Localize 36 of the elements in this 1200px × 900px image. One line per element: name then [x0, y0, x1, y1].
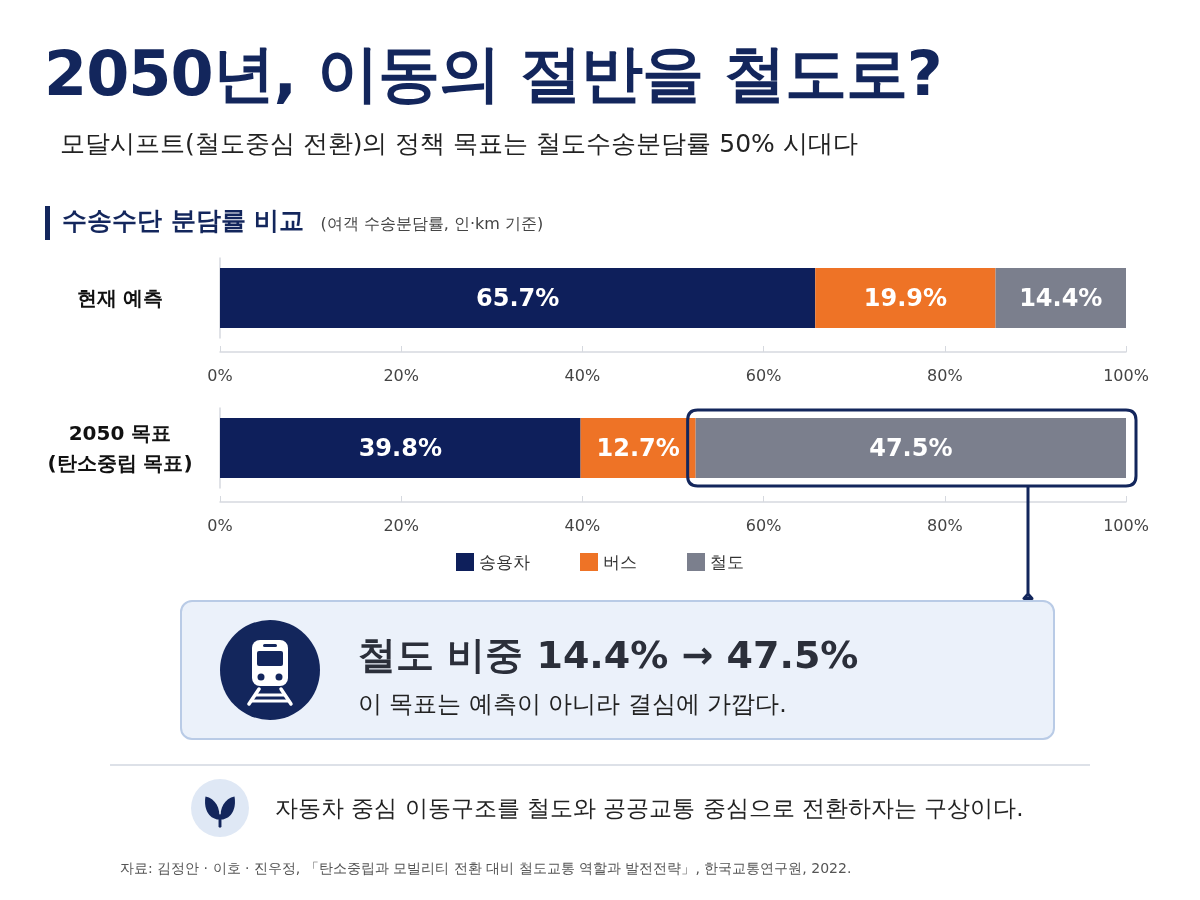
x-tick-label: 60% — [745, 365, 782, 385]
text: 이 목표는 예측이 아니라 결심에 가깝다. — [358, 689, 787, 720]
bar — [695, 418, 1126, 478]
bar — [220, 268, 816, 328]
text: 자동차 중심 이동구조를 철도와 공공교통 중심으로 전환하자는 구상이다. — [275, 794, 1024, 823]
data-label: 39.8% — [358, 434, 442, 462]
x-tick-label: 100% — [1103, 515, 1149, 535]
x-tick-label: 40% — [564, 365, 601, 385]
text: 자료: 김정안 · 이호 · 진우정, 「탄소중립과 모빌리티 전환 대비 철도교통 역할과 발전전략」, 한국교통연구원, 2022. — [120, 860, 852, 878]
data-label: 12.7% — [596, 434, 680, 462]
legend-label: 버스 — [603, 552, 637, 572]
data-label: 65.7% — [475, 284, 560, 312]
x-tick-label: 60% — [745, 515, 782, 535]
x-tick-label: 100% — [1103, 365, 1149, 385]
text: 수송수단 분담률 비교 — [62, 205, 305, 237]
legend-label: 송용차 — [479, 552, 530, 572]
bar — [220, 418, 581, 478]
x-tick-label: 0% — [207, 515, 233, 535]
x-tick-label: 80% — [927, 515, 963, 535]
x-tick-label: 40% — [564, 515, 601, 535]
x-tick-label: 20% — [383, 515, 419, 535]
chart-title: 2050년, 이동의 절반을 철도로? — [44, 36, 942, 112]
x-tick-label: 20% — [383, 365, 419, 385]
text: 철도 비중 14.4% → 47.5% — [358, 632, 859, 679]
y-tick-label: 현재 예측 — [76, 286, 164, 310]
data-label: 19.9% — [863, 284, 948, 312]
y-tick-label: 2050 목표 (탄소중립 목표) — [47, 421, 193, 475]
data-label: 14.4% — [1019, 284, 1103, 312]
text: (여객 수송분담률, 인·km 기준) — [320, 214, 544, 235]
bar — [815, 268, 996, 328]
chart-subtitle: 모달시프트(철도중심 전환)의 정책 목표는 철도수송분담률 50% 시대다 — [60, 128, 858, 160]
x-tick-label: 0% — [207, 365, 233, 385]
x-tick-label: 80% — [927, 365, 963, 385]
data-label: 47.5% — [869, 434, 953, 462]
bar — [995, 268, 1126, 328]
legend-label: 철도 — [710, 552, 744, 572]
